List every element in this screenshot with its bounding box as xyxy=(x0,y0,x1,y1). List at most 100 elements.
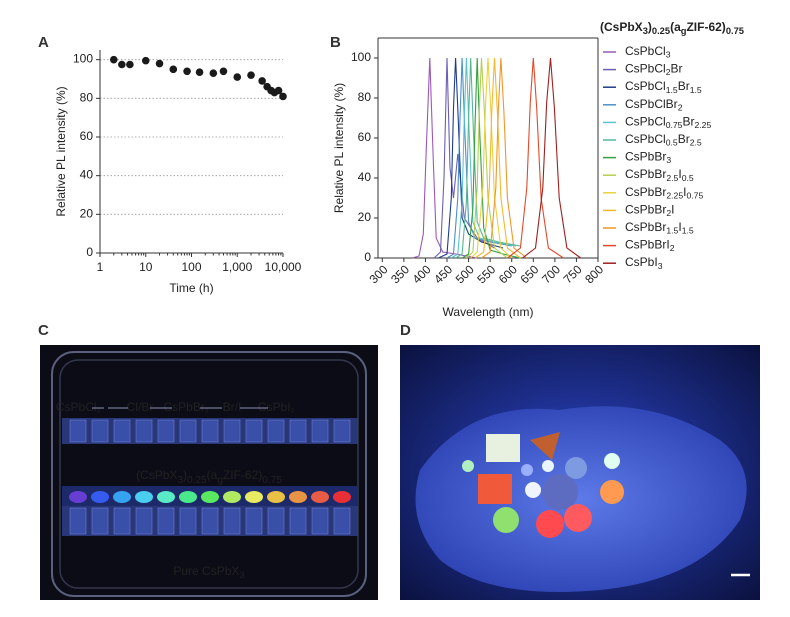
photo-label: Br/I xyxy=(223,400,242,414)
glow xyxy=(289,491,307,503)
y-tick-label: 20 xyxy=(358,210,372,224)
legend-label: CsPbBrI2 xyxy=(625,238,675,254)
vial xyxy=(289,507,307,535)
y-tick-label: 20 xyxy=(80,207,94,221)
y-tick-label: 100 xyxy=(351,50,371,64)
spectrum-line xyxy=(470,57,513,259)
legend-label: CsPbBr1.5I1.5 xyxy=(625,220,694,236)
glow xyxy=(311,491,329,503)
vial xyxy=(245,507,263,535)
y-tick-label: 40 xyxy=(358,170,372,184)
spectrum-line xyxy=(522,57,582,259)
vial xyxy=(223,419,241,443)
legend-label: CsPbCl2Br xyxy=(625,62,682,78)
y-tick-label: 100 xyxy=(73,52,93,66)
data-point xyxy=(155,59,164,68)
x-tick-label: 500 xyxy=(453,262,477,286)
x-tick-label: 700 xyxy=(539,262,563,286)
vial xyxy=(113,419,131,443)
x-tick-label: 350 xyxy=(388,262,412,286)
data-point xyxy=(169,65,178,74)
vial xyxy=(179,419,197,443)
vial xyxy=(311,419,329,443)
x-tick-label: 650 xyxy=(518,262,542,286)
vial xyxy=(113,507,131,535)
vial xyxy=(245,419,263,443)
y-tick-label: 60 xyxy=(80,129,94,143)
glow xyxy=(223,491,241,503)
data-point xyxy=(258,77,266,85)
photo-label: Pure CsPbX3 xyxy=(173,564,244,580)
photo-label: (CsPbX3)0.25(agZIF-62)0.75 xyxy=(136,468,282,486)
glow xyxy=(267,491,285,503)
legend-label: CsPbBr3 xyxy=(625,150,671,166)
data-point xyxy=(247,71,255,79)
x-tick-label: 800 xyxy=(582,262,606,286)
x-axis-label: Time (h) xyxy=(169,281,213,295)
legend-label: CsPbCl0.5Br2.5 xyxy=(625,132,702,148)
vial xyxy=(69,507,87,535)
glow xyxy=(201,491,219,503)
data-point xyxy=(109,55,118,64)
vial xyxy=(135,419,153,443)
vial xyxy=(201,507,219,535)
y-tick-label: 80 xyxy=(80,91,94,105)
y-tick-label: 0 xyxy=(86,245,93,259)
vial xyxy=(91,419,109,443)
spectrum-line xyxy=(461,57,521,259)
data-point xyxy=(279,92,287,101)
vial xyxy=(69,419,87,443)
photo-d xyxy=(400,345,760,600)
glow xyxy=(245,491,263,503)
vial xyxy=(91,507,109,535)
legend-title: (CsPbX3)0.25(agZIF-62)0.75 xyxy=(600,20,744,36)
glow xyxy=(157,491,175,503)
x-tick-label: 600 xyxy=(496,262,520,286)
photo-label: CsPbCl3 xyxy=(56,400,101,414)
vial xyxy=(267,419,285,443)
legend-label: CsPbBr2.25I0.75 xyxy=(625,185,703,201)
glow xyxy=(91,491,109,503)
vial xyxy=(157,419,175,443)
data-point xyxy=(209,69,218,77)
legend-label: CsPbCl3 xyxy=(625,44,671,60)
vial xyxy=(333,419,351,443)
vial xyxy=(311,507,329,535)
x-tick-label: 10 xyxy=(139,260,153,274)
data-point xyxy=(118,60,126,69)
vial xyxy=(289,419,307,443)
x-tick-label: 1,000 xyxy=(222,260,252,274)
x-tick-label: 750 xyxy=(561,262,585,286)
spectrum-line xyxy=(507,57,564,259)
data-point xyxy=(274,86,283,95)
legend-label: CsPbI3 xyxy=(625,255,663,271)
vial xyxy=(333,507,351,535)
panel-label: D xyxy=(400,322,411,339)
data-point xyxy=(126,60,134,69)
data-point xyxy=(219,67,228,76)
legend-label: CsPbClBr2 xyxy=(625,97,683,113)
y-tick-label: 80 xyxy=(358,90,372,104)
x-tick-label: 100 xyxy=(181,260,201,274)
x-tick-label: 1 xyxy=(97,260,104,274)
vial xyxy=(201,419,219,443)
y-axis-label: Relative PL intensity (%) xyxy=(54,86,68,216)
legend-label: CsPbBr2.5I0.5 xyxy=(625,167,694,183)
vial xyxy=(223,507,241,535)
x-tick-label: 450 xyxy=(431,262,455,286)
vial xyxy=(179,507,197,535)
legend-label: CsPbCl0.75Br2.25 xyxy=(625,115,711,131)
legend-label: CsPbCl1.5Br1.5 xyxy=(625,79,702,95)
panel-label: A xyxy=(38,34,49,51)
x-axis-label: Wavelength (nm) xyxy=(443,305,534,319)
spectrum-line xyxy=(474,57,521,259)
y-tick-label: 40 xyxy=(80,168,94,182)
glow xyxy=(135,491,153,503)
x-tick-label: 300 xyxy=(367,262,391,286)
x-tick-label: 400 xyxy=(410,262,434,286)
y-tick-label: 0 xyxy=(364,250,371,264)
spectrum-line xyxy=(412,57,478,259)
photo-label: CsPbI3 xyxy=(258,400,295,414)
vial xyxy=(135,507,153,535)
